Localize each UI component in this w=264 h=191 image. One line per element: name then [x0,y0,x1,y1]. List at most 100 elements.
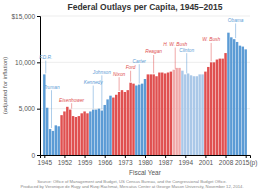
x-tick-mark [226,155,227,158]
y-tick-mark [37,16,40,17]
bar [178,68,180,155]
x-tick-mark [165,155,166,158]
annotation: Kennedy [84,80,104,85]
bar [80,113,82,155]
bar [181,71,183,155]
annotations: F.D.R.TrumanEisenhowerKennedyJohnsonNixo… [39,18,244,128]
bar [147,74,149,155]
annotation: H. W. Bush [163,42,187,47]
x-tick-mark [145,155,146,158]
annotation: F.D.R. [39,55,52,60]
bar [75,117,77,155]
title: Federal Outlays per Capita, 1945–2015 [68,2,223,12]
y-axis-line [37,17,41,156]
x-tick: 1994 [179,155,194,166]
bar [49,129,51,155]
x-tick: 2008 [219,155,234,166]
x-tick-mark [105,155,106,158]
x-tick: 1959 [78,155,93,166]
x-tick-mark [246,155,247,158]
bar [57,126,59,155]
y-tick-label: 5,000 [19,105,36,112]
bar [224,53,226,155]
y-axis: 05,00010,000$15,000 [12,13,41,159]
annotation-line [51,90,52,128]
x-tick-label: 2008 [219,159,234,166]
bar [95,110,97,155]
bar [115,95,117,155]
bar [46,108,48,155]
x-tick-label: 2001 [199,159,214,166]
bar [127,90,129,155]
x-tick-mark [85,155,86,158]
x-tick-label: 1973 [118,159,133,166]
annotation-line [71,103,72,108]
x-tick-mark [205,155,206,158]
bar [184,74,186,155]
bar [170,72,172,155]
x-tick: 1945 [38,155,53,166]
x-tick: 1973 [118,155,133,166]
bar [219,59,221,155]
bar [201,74,203,155]
bar [150,74,152,155]
x-tick-mark [185,155,186,158]
bar [175,68,177,155]
source-note: Produced by Veronique de Rugy and Rizqi … [20,184,243,189]
bar [86,113,88,155]
x-tick-label: 2015(p) [235,159,257,167]
x-tick-label: 1952 [58,159,73,166]
x-tick-mark [125,155,126,158]
bar [83,111,85,155]
bar [164,73,166,155]
x-tick: 1966 [98,155,113,166]
bar [196,76,198,155]
annotation: Carter [133,59,147,64]
y-tick: 5,000 [19,105,40,112]
bar [230,37,232,155]
y-axis-title: (adjusted for inflation) [2,57,8,115]
bar [242,47,244,155]
bar [244,49,246,155]
bar [173,70,175,155]
annotation-line [45,61,46,74]
grid-line [40,16,250,17]
bar [112,98,114,155]
bar [216,60,218,155]
bar [233,39,235,155]
bar [55,125,57,155]
bar [66,107,68,155]
bar [227,33,229,155]
annotation: Eisenhower [59,98,84,103]
annotation: Nixon [113,72,126,77]
bar [72,116,74,155]
bar [190,75,192,155]
x-tick-label: 1987 [158,159,173,166]
y-tick-label: 0 [31,152,35,159]
annotation-line [93,86,94,109]
x-tick-mark [64,155,65,158]
annotation: Johnson [92,70,111,75]
bar [198,74,200,155]
annotation-line [186,53,187,73]
annotation-line [175,48,176,69]
bar [236,42,238,155]
bar [144,79,146,155]
annotation-line [119,77,120,91]
plot-area [43,33,247,155]
x-tick-label: 1994 [179,159,194,166]
bar [78,116,80,155]
bar [104,105,106,155]
bar [98,109,100,155]
y-tick-label: $15,000 [12,13,36,20]
x-tick: 1952 [58,155,73,166]
x-tick: 1987 [158,155,173,166]
bar [138,85,140,155]
annotation-line [101,75,102,109]
bar [89,111,91,155]
bar [161,73,163,155]
x-tick-label: 1966 [98,159,113,166]
grid [40,16,250,155]
bar [92,110,94,155]
x-tick: 2015(p) [235,155,257,167]
